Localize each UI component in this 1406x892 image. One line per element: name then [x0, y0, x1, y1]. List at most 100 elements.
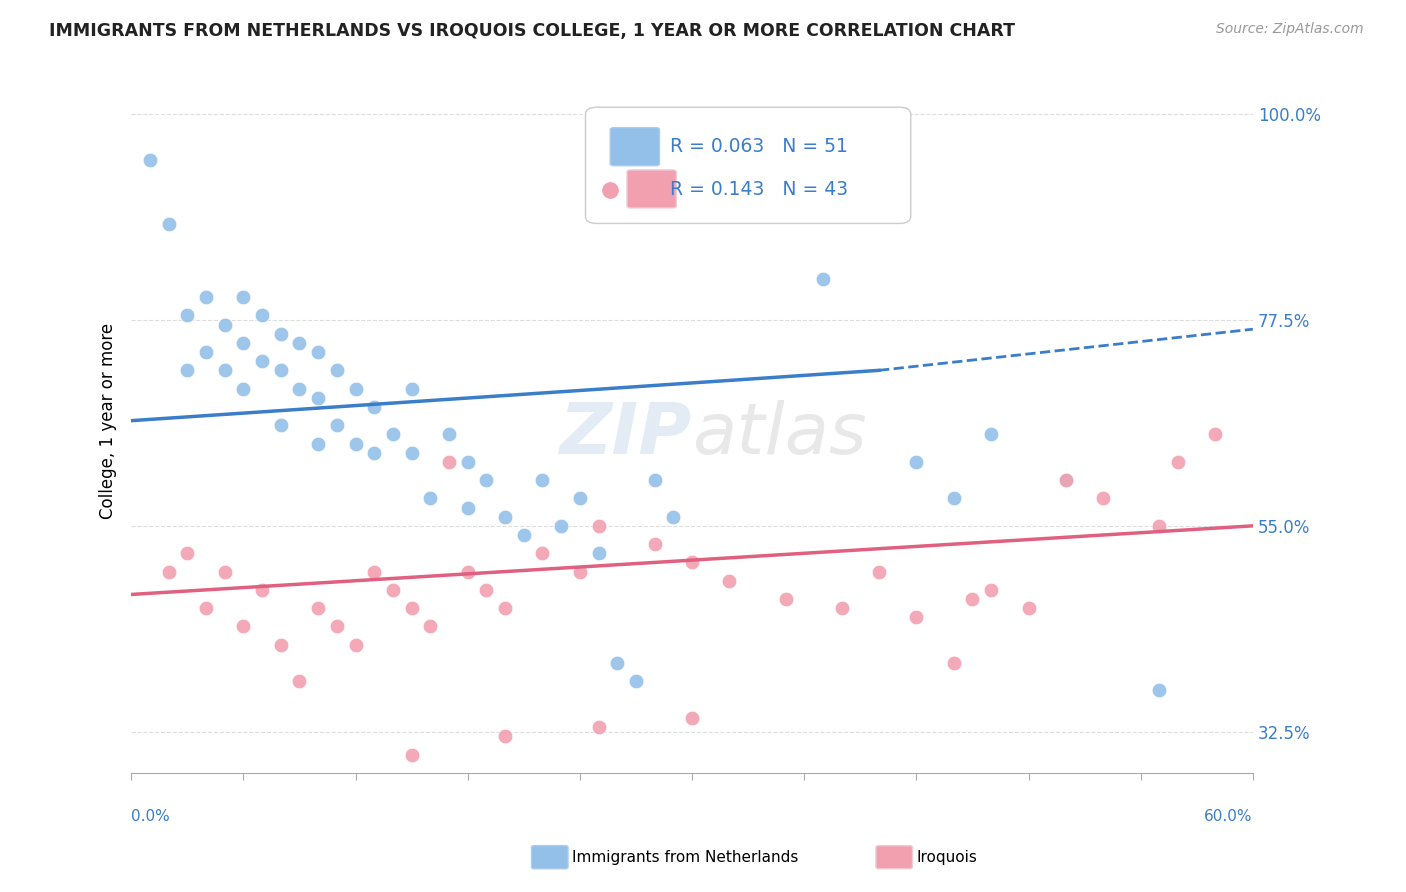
Point: [457, 455, 479, 469]
Point: [176, 309, 198, 323]
Point: [531, 546, 554, 560]
Point: [681, 556, 703, 570]
Point: [232, 619, 254, 633]
Text: atlas: atlas: [692, 401, 866, 469]
Point: [494, 601, 516, 615]
Point: [1054, 473, 1077, 487]
Text: R = 0.143   N = 43: R = 0.143 N = 43: [669, 180, 848, 199]
Point: [1149, 784, 1171, 798]
Point: [1054, 473, 1077, 487]
Point: [550, 519, 572, 533]
Point: [980, 427, 1002, 442]
Y-axis label: College, 1 year or more: College, 1 year or more: [100, 323, 117, 519]
Point: [437, 427, 460, 442]
Point: [307, 436, 329, 450]
Point: [568, 565, 591, 579]
Point: [157, 565, 180, 579]
Point: [307, 345, 329, 359]
Point: [1204, 427, 1226, 442]
Point: [1092, 491, 1115, 506]
Point: [157, 217, 180, 231]
Point: [811, 272, 834, 286]
Point: [457, 500, 479, 515]
Text: Source: ZipAtlas.com: Source: ZipAtlas.com: [1216, 22, 1364, 37]
Point: [644, 537, 666, 551]
Point: [139, 153, 162, 167]
Point: [1149, 683, 1171, 698]
Point: [214, 565, 236, 579]
Point: [363, 400, 385, 414]
Point: [326, 363, 349, 377]
Point: [494, 509, 516, 524]
Point: [905, 610, 928, 624]
Point: [381, 582, 404, 597]
Point: [494, 729, 516, 743]
Point: [1149, 519, 1171, 533]
Point: [962, 592, 984, 607]
Point: [270, 363, 292, 377]
Text: 60.0%: 60.0%: [1205, 809, 1253, 824]
Point: [250, 309, 273, 323]
Point: [419, 491, 441, 506]
Point: [775, 592, 797, 607]
Point: [288, 335, 311, 350]
Point: [475, 473, 498, 487]
Point: [401, 445, 423, 459]
Text: ZIP: ZIP: [560, 401, 692, 469]
Text: IMMIGRANTS FROM NETHERLANDS VS IROQUOIS COLLEGE, 1 YEAR OR MORE CORRELATION CHAR: IMMIGRANTS FROM NETHERLANDS VS IROQUOIS …: [49, 22, 1015, 40]
Point: [624, 674, 647, 689]
Point: [868, 565, 890, 579]
Point: [606, 656, 628, 670]
Point: [401, 601, 423, 615]
Point: [344, 382, 367, 396]
Point: [195, 601, 218, 615]
Point: [270, 418, 292, 433]
Point: [681, 711, 703, 725]
Point: [588, 546, 610, 560]
Point: [531, 473, 554, 487]
FancyBboxPatch shape: [627, 170, 676, 208]
Point: [232, 382, 254, 396]
Point: [326, 418, 349, 433]
Point: [401, 382, 423, 396]
Point: [980, 582, 1002, 597]
Point: [214, 318, 236, 332]
Point: [588, 720, 610, 734]
Point: [195, 290, 218, 304]
FancyBboxPatch shape: [610, 128, 659, 166]
Text: R = 0.063   N = 51: R = 0.063 N = 51: [669, 137, 848, 156]
Point: [344, 638, 367, 652]
Point: [942, 656, 965, 670]
Point: [905, 455, 928, 469]
Point: [942, 491, 965, 506]
Point: [214, 363, 236, 377]
Point: [831, 601, 853, 615]
Point: [195, 345, 218, 359]
Text: Iroquois: Iroquois: [917, 850, 977, 864]
Point: [419, 619, 441, 633]
Point: [644, 473, 666, 487]
Point: [457, 565, 479, 579]
Text: Immigrants from Netherlands: Immigrants from Netherlands: [572, 850, 799, 864]
Point: [475, 582, 498, 597]
Text: 0.0%: 0.0%: [131, 809, 170, 824]
Point: [401, 747, 423, 762]
Point: [176, 546, 198, 560]
Point: [270, 638, 292, 652]
Point: [270, 326, 292, 341]
Point: [588, 519, 610, 533]
Point: [326, 619, 349, 633]
Point: [232, 290, 254, 304]
Point: [363, 565, 385, 579]
Point: [718, 574, 741, 588]
Point: [437, 455, 460, 469]
Point: [232, 335, 254, 350]
Point: [176, 363, 198, 377]
Point: [250, 582, 273, 597]
Point: [1167, 455, 1189, 469]
Point: [307, 601, 329, 615]
Point: [307, 391, 329, 405]
Point: [363, 445, 385, 459]
Point: [381, 427, 404, 442]
Point: [288, 382, 311, 396]
